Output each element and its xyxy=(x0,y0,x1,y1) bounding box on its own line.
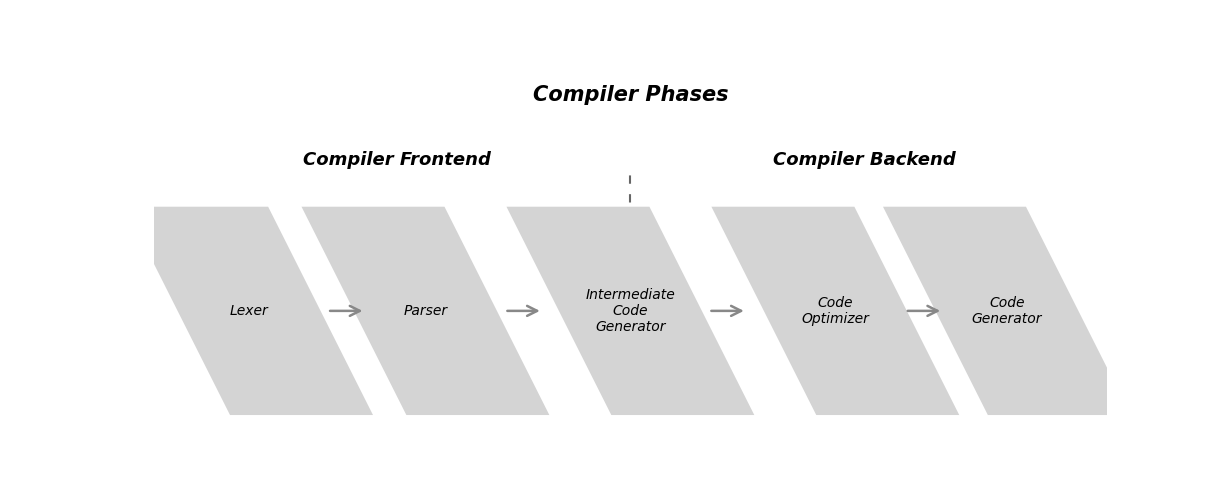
Polygon shape xyxy=(507,207,754,415)
Polygon shape xyxy=(125,207,373,415)
Text: Compiler Frontend: Compiler Frontend xyxy=(303,151,491,169)
Text: Code
Optimizer: Code Optimizer xyxy=(802,296,870,326)
Text: Lexer: Lexer xyxy=(230,304,268,318)
Text: Compiler Backend: Compiler Backend xyxy=(772,151,956,169)
Polygon shape xyxy=(883,207,1130,415)
Polygon shape xyxy=(711,207,959,415)
Text: Code
Generator: Code Generator xyxy=(972,296,1042,326)
Polygon shape xyxy=(301,207,550,415)
Text: Intermediate
Code
Generator: Intermediate Code Generator xyxy=(585,288,675,334)
Text: Parser: Parser xyxy=(403,304,448,318)
Text: Compiler Phases: Compiler Phases xyxy=(533,85,728,105)
